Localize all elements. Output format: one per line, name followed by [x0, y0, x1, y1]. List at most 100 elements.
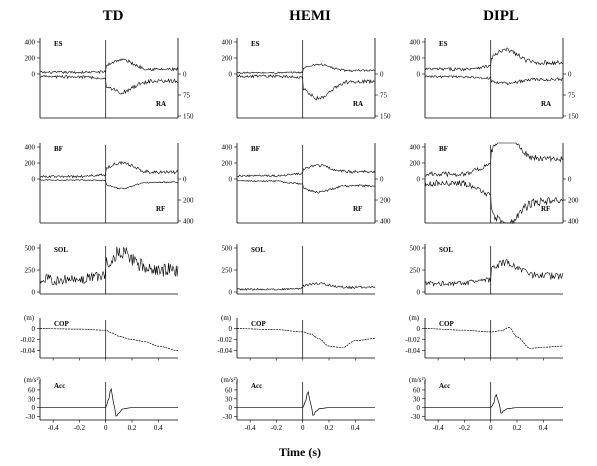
- left-tick-label: 400: [25, 39, 36, 47]
- unit-label: (m/s²): [409, 376, 427, 384]
- right-tick-label: 75: [380, 92, 388, 100]
- left-tick-label: 30: [413, 395, 421, 403]
- right-tick-label: 0: [380, 71, 384, 79]
- x-tick-label: 0: [489, 424, 493, 432]
- left-tick-label: 250: [410, 267, 421, 275]
- x-tick-label: 0.4: [154, 424, 163, 432]
- trace-es: [39, 58, 179, 75]
- row-sol: 500 250 0 SOL 500 250 0 SOL 500 250 0 SOL: [25, 244, 564, 297]
- right-tick-label: 200: [380, 197, 391, 205]
- trace-es: [424, 47, 564, 72]
- right-tick-label: 75: [183, 92, 191, 100]
- left-tick-label: -30: [26, 413, 36, 421]
- signal-label-left: SOL: [251, 246, 265, 254]
- signal-label-left: Acc: [251, 382, 262, 390]
- right-tick-label: 150: [183, 113, 194, 121]
- right-tick-label: 0: [183, 71, 187, 79]
- left-tick-label: 250: [25, 267, 36, 275]
- panel-grid: 400 200 0 0 75 150 ES RA 400 200 0 0 75 150 ES RA 400 200…: [20, 38, 579, 432]
- unit-label: (m): [409, 314, 420, 322]
- left-tick-label: 0: [32, 404, 36, 412]
- right-tick-label: 0: [183, 176, 187, 184]
- left-tick-label: 400: [25, 144, 36, 152]
- x-tick-label: -0.2: [74, 424, 86, 432]
- panel-sol-dipl: 500 250 0 SOL: [410, 244, 564, 297]
- trace-acc: [40, 388, 178, 417]
- trace-sol: [236, 282, 376, 291]
- unit-label: (m): [24, 314, 35, 322]
- right-tick-label: 400: [568, 218, 579, 226]
- trace-ra: [424, 75, 564, 86]
- x-tick-label: -0.4: [433, 424, 445, 432]
- trace-ra: [39, 74, 179, 95]
- trace-bf: [236, 164, 376, 178]
- x-tick-label: 0.4: [351, 424, 360, 432]
- trace-ra: [236, 74, 376, 101]
- left-tick-label: 0: [229, 176, 233, 184]
- left-tick-label: 60: [28, 386, 36, 394]
- left-tick-label: 400: [410, 39, 421, 47]
- column-titles: TD HEMI DIPL: [103, 8, 519, 24]
- left-tick-label: 500: [410, 245, 421, 253]
- trace-bf: [424, 142, 564, 178]
- left-tick-label: 0: [417, 71, 421, 79]
- x-axis-label: Time (s): [279, 445, 321, 459]
- left-tick-label: 60: [413, 386, 421, 394]
- left-tick-label: 200: [222, 55, 233, 63]
- unit-label: (m): [221, 314, 232, 322]
- left-tick-label: -0.02: [405, 336, 420, 344]
- left-tick-label: -0.04: [217, 347, 232, 355]
- panel-cop-td: 0 -0.02 -0.04 COP (m): [20, 314, 178, 361]
- x-tick-label: -0.2: [459, 424, 471, 432]
- left-tick-label: 200: [25, 160, 36, 168]
- panel-bf-rf-dipl: 400 200 0 0 200 400 BF RF: [410, 142, 579, 226]
- left-tick-label: 500: [25, 245, 36, 253]
- left-tick-label: 0: [229, 71, 233, 79]
- left-tick-label: 0: [32, 289, 36, 297]
- left-tick-label: 400: [222, 39, 233, 47]
- unit-label: (m/s²): [24, 376, 42, 384]
- trace-acc: [425, 393, 563, 414]
- trace-cop: [425, 327, 563, 349]
- left-tick-label: 30: [225, 395, 233, 403]
- x-tick-label: 0.2: [513, 424, 522, 432]
- signal-label-left: Acc: [439, 382, 450, 390]
- signal-label-left: BF: [439, 145, 448, 153]
- right-tick-label: 0: [380, 176, 384, 184]
- left-tick-label: 500: [222, 245, 233, 253]
- signal-label-left: SOL: [54, 246, 68, 254]
- signal-label-right: RA: [541, 100, 551, 108]
- left-tick-label: -30: [411, 413, 421, 421]
- panel-sol-td: 500 250 0 SOL: [25, 244, 179, 297]
- right-tick-label: 400: [380, 218, 391, 226]
- left-tick-label: 0: [32, 71, 36, 79]
- trace-acc: [237, 390, 375, 416]
- signal-label-right: RA: [353, 100, 363, 108]
- column-title-hemi: HEMI: [289, 8, 331, 24]
- left-tick-label: 0: [229, 325, 233, 333]
- left-tick-label: 30: [28, 395, 36, 403]
- left-tick-label: 0: [417, 176, 421, 184]
- signal-label-right: RA: [156, 100, 166, 108]
- signal-label-left: BF: [251, 145, 260, 153]
- panel-es-ra-td: 400 200 0 0 75 150 ES RA: [25, 38, 194, 121]
- left-tick-label: 0: [32, 325, 36, 333]
- panel-es-ra-dipl: 400 200 0 0 75 150 ES RA: [410, 38, 579, 121]
- x-tick-label: 0: [301, 424, 305, 432]
- panel-sol-hemi: 500 250 0 SOL: [222, 244, 376, 297]
- unit-label: (m/s²): [221, 376, 239, 384]
- trace-cop: [237, 328, 375, 349]
- left-tick-label: 200: [25, 55, 36, 63]
- row-es-ra: 400 200 0 0 75 150 ES RA 400 200 0 0 75 150 ES RA 400 200…: [25, 38, 579, 121]
- x-tick-label: 0.4: [539, 424, 548, 432]
- signal-label-left: COP: [439, 320, 455, 328]
- panel-es-ra-hemi: 400 200 0 0 75 150 ES RA: [222, 38, 391, 121]
- x-tick-label: 0.2: [128, 424, 137, 432]
- x-tick-label: -0.4: [48, 424, 60, 432]
- signal-label-left: SOL: [439, 246, 453, 254]
- signal-label-right: RF: [156, 205, 165, 213]
